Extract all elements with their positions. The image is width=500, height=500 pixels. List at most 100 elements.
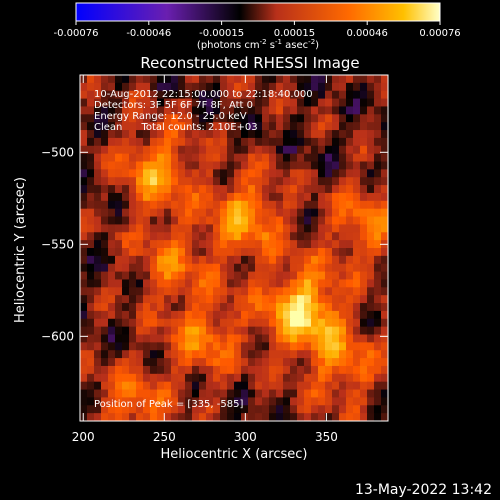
heatmap-cell	[220, 255, 228, 265]
colorbar-tick-label: 0.00046	[347, 28, 388, 39]
heatmap-cell	[227, 82, 235, 92]
heatmap-cell	[206, 106, 214, 115]
heatmap-cell	[150, 334, 158, 343]
heatmap-cell	[220, 405, 228, 414]
heatmap-cell	[367, 122, 375, 131]
heatmap-cell	[157, 310, 165, 320]
heatmap-cell	[122, 310, 130, 320]
heatmap-cell	[318, 287, 326, 296]
heatmap-cell	[157, 98, 165, 107]
heatmap-cell	[122, 137, 130, 147]
colorbar-tick-label: -0.00015	[199, 28, 244, 39]
heatmap-cell	[87, 413, 95, 422]
heatmap-cell	[157, 240, 165, 249]
heatmap-cell	[178, 389, 186, 398]
heatmap-cell	[255, 208, 263, 218]
heatmap-cell	[206, 169, 214, 178]
heatmap-cell	[80, 287, 88, 296]
heatmap-cell	[220, 271, 228, 280]
heatmap-cell	[164, 373, 172, 383]
heatmap-cell	[367, 342, 375, 351]
y-axis-ticks: −500−550−600	[41, 145, 388, 343]
heatmap-cell	[136, 350, 144, 359]
heatmap-cell	[192, 405, 200, 414]
heatmap-cell	[87, 350, 95, 359]
heatmap-cell	[94, 381, 102, 391]
heatmap-cell	[171, 169, 179, 178]
heatmap-cell	[290, 405, 298, 414]
heatmap-cell	[346, 200, 354, 210]
heatmap-cell	[269, 295, 277, 304]
heatmap-cell	[255, 240, 263, 249]
heatmap-cell	[192, 365, 200, 375]
heatmap-cell	[150, 114, 158, 123]
heatmap-cell	[150, 295, 158, 304]
heatmap-cell	[353, 381, 361, 391]
heatmap-cell	[346, 75, 354, 84]
heatmap-cell	[234, 169, 242, 178]
heatmap-cell	[381, 161, 389, 170]
heatmap-cell	[374, 405, 382, 414]
heatmap-cell	[171, 145, 179, 155]
heatmap-cell	[227, 216, 235, 225]
heatmap-cell	[353, 137, 361, 147]
heatmap-cell	[108, 216, 116, 225]
heatmap-cell	[87, 153, 95, 162]
heatmap-cell	[297, 334, 305, 343]
heatmap-cell	[227, 397, 235, 406]
heatmap-cell	[255, 169, 263, 178]
heatmap-cell	[227, 106, 235, 115]
heatmap-cell	[304, 255, 312, 265]
heatmap-cell	[143, 75, 151, 84]
heatmap-cell	[129, 90, 137, 100]
heatmap-cell	[339, 137, 347, 147]
heatmap-cell	[276, 82, 284, 92]
heatmap-cell	[220, 358, 228, 367]
heatmap-cell	[346, 98, 354, 107]
heatmap-cell	[94, 248, 102, 257]
heatmap-cell	[206, 342, 214, 351]
heatmap-cell	[178, 413, 186, 422]
heatmap-cell	[311, 130, 319, 139]
heatmap-cell	[108, 334, 116, 343]
heatmap-cell	[178, 137, 186, 147]
heatmap-cell	[115, 326, 123, 335]
heatmap-cell	[185, 295, 193, 304]
heatmap-cell	[206, 130, 214, 139]
heatmap-cell	[213, 240, 221, 249]
heatmap-cell	[381, 271, 389, 280]
heatmap-cell	[143, 169, 151, 178]
heatmap-cell	[185, 350, 193, 359]
heatmap-cell	[213, 413, 221, 422]
heatmap-cell	[227, 350, 235, 359]
heatmap-cell	[241, 373, 249, 383]
heatmap-cell	[360, 208, 368, 218]
heatmap-cell	[248, 200, 256, 210]
heatmap-cell	[164, 397, 172, 406]
heatmap-cell	[339, 177, 347, 186]
heatmap-cell	[360, 232, 368, 241]
heatmap-cell	[122, 216, 130, 225]
heatmap-cell	[304, 295, 312, 304]
heatmap-cell	[353, 263, 361, 273]
heatmap-cell	[94, 137, 102, 147]
heatmap-cell	[318, 279, 326, 288]
heatmap-cell	[290, 334, 298, 343]
heatmap-cell	[94, 303, 102, 312]
heatmap-cell	[381, 130, 389, 139]
heatmap-cell	[199, 405, 207, 414]
heatmap-cell	[108, 255, 116, 265]
heatmap-cell	[276, 358, 284, 367]
heatmap-cell	[276, 397, 284, 406]
heatmap-cell	[171, 263, 179, 273]
heatmap-cell	[353, 208, 361, 218]
heatmap-cell	[213, 82, 221, 92]
heatmap-cell	[143, 271, 151, 280]
heatmap-cell	[122, 287, 130, 296]
heatmap-cell	[339, 192, 347, 202]
heatmap-cell	[227, 279, 235, 288]
heatmap-cell	[248, 185, 256, 194]
heatmap-cell	[157, 232, 165, 241]
heatmap-cell	[143, 263, 151, 273]
heatmap-cell	[164, 130, 172, 139]
